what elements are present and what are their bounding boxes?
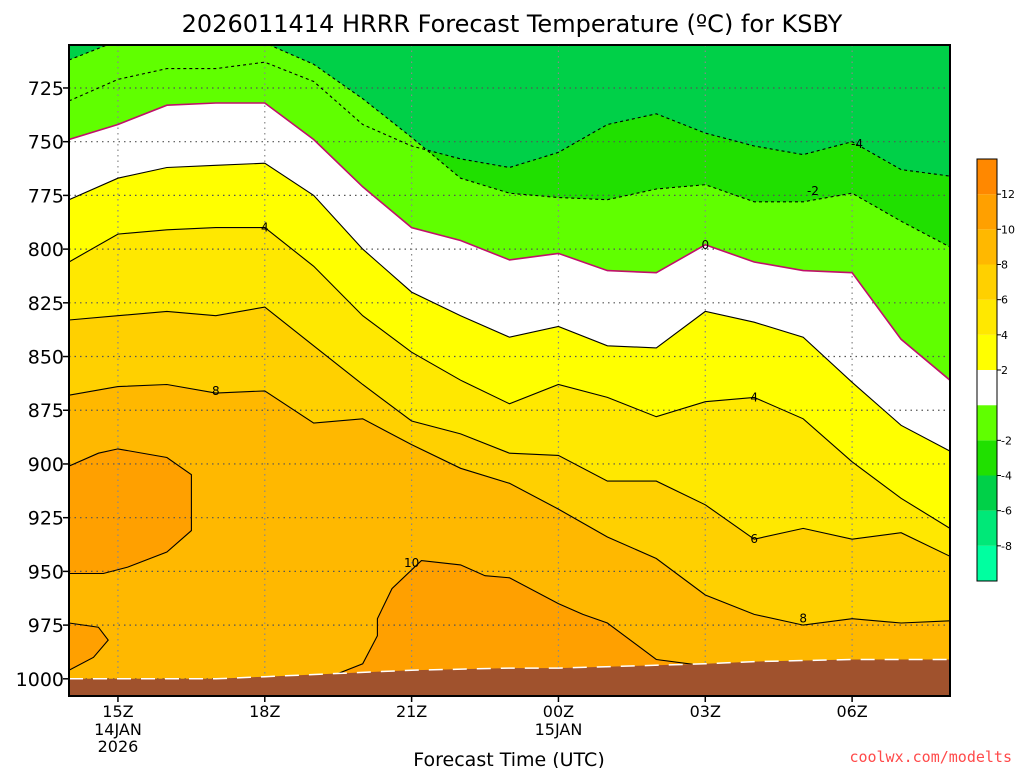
colorbar-swatch [977,334,997,370]
isotherm-label-layer: -4 -2 0 4 8 4 6 8 10 [212,137,863,626]
colorbar-swatch [977,194,997,230]
colorbar-swatch [977,264,997,300]
isotherm-line-layer [69,45,950,684]
isotherm-label: 10 [404,556,419,570]
isotherm-minus4c [69,61,950,177]
y-tick-label: 875 [28,400,64,422]
colorbar-tick-label: 10 [1001,223,1015,236]
isotherm-label: -4 [851,137,863,151]
ground-edge-line [69,658,950,680]
source-credit: coolwx.com/modelts [849,748,1012,766]
colorbar-tick-label: 2 [1001,364,1008,377]
chart-title: 2026011414 HRRR Forecast Temperature (ºC… [182,10,843,38]
colorbar-swatch [977,159,997,195]
y-axis: 725 750 775 800 825 850 875 900 925 950 975 1000 [16,78,69,691]
isotherm-2c [69,162,950,452]
colorbar-swatch [977,370,997,406]
isotherm-label: 4 [750,390,758,404]
x-tick-label: 15Z [102,702,133,721]
ground-surface [69,659,950,696]
colorbar-tick-label: 8 [1001,259,1008,272]
plot-frame [68,44,951,697]
x-tick-label: 18Z [249,702,280,721]
y-tick-label: 900 [28,454,64,476]
isotherm-4c [69,227,950,529]
band-fill-warm-cell-1 [69,623,109,671]
isotherm-label: 8 [212,384,220,398]
y-tick-label: 950 [28,561,64,583]
colorbar-tick-label: -6 [1001,505,1012,518]
ground-layer [69,658,950,696]
colorbar: -8 -6 -4 -2 2 4 6 8 10 12 [976,158,1015,582]
y-tick-label: 750 [28,132,64,154]
isotherm-label: 4 [261,221,269,235]
colorbar-swatch [977,475,997,511]
colorbar-tick-label: 6 [1001,294,1008,307]
y-tick-label: 800 [28,239,64,261]
x-tick-date-label: 15JAN [535,720,583,739]
band-fill-warm-cell-0 [69,448,192,574]
band-fill-above-8c [69,384,950,696]
colorbar-swatch [977,545,997,581]
isotherm-8c [69,383,950,626]
y-tick-label: 925 [28,508,64,530]
colorbar-swatch [977,299,997,335]
isotherm-label: -2 [807,184,819,198]
colorbar-tick-label: 12 [1001,188,1015,201]
isotherm-label: 0 [701,238,709,252]
y-tick-label: 975 [28,615,64,637]
colorbar-swatch [977,229,997,265]
y-tick-label: 1000 [16,669,64,691]
isotherm-label: 6 [750,532,758,546]
y-tick-label: 775 [28,185,64,207]
temperature-band-layer [69,45,950,696]
x-tick-label: 03Z [690,702,721,721]
x-tick-label: 06Z [836,702,867,721]
isotherm-0c [69,102,950,381]
isotherm-label: 8 [799,612,807,626]
colorbar-swatch [977,405,997,441]
colorbar-swatch [977,440,997,476]
isotherm-minus2c [69,45,950,248]
colorbar-tick-label: 4 [1001,329,1008,342]
isotherm-closed-10c-1 [69,622,109,671]
x-axis-title: Forecast Time (UTC) [413,749,604,768]
x-tick-date-label: 14JAN [94,720,142,739]
x-tick-label: 00Z [543,702,574,721]
y-tick-label: 850 [28,347,64,369]
colorbar-swatch [977,510,997,546]
y-tick-label: 825 [28,293,64,315]
x-tick-date-label: 2026 [98,737,139,756]
x-tick-label: 21Z [396,702,427,721]
isotherm-closed-10c-0 [69,448,192,575]
colorbar-tick-label: -2 [1001,434,1012,447]
isotherm-6c [69,306,950,557]
colorbar-tick-label: -8 [1001,540,1012,553]
y-tick-label: 725 [28,78,64,100]
colorbar-tick-label: -4 [1001,470,1012,483]
band-fill-warm-cell-2 [313,560,706,684]
